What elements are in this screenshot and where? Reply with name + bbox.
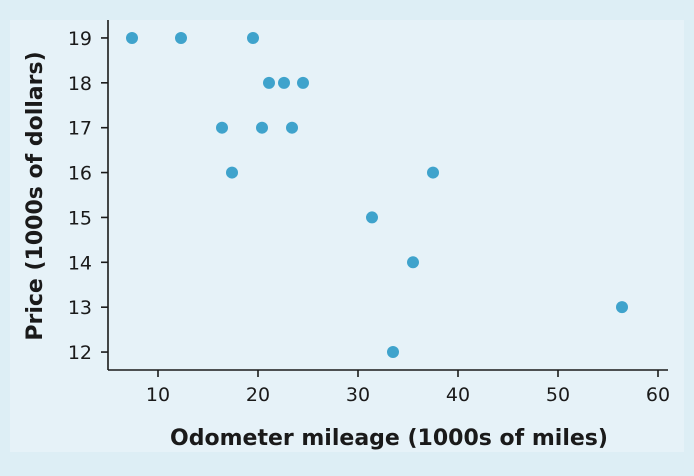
x-tick-label: 40 — [446, 384, 470, 406]
y-tick-label: 14 — [68, 252, 92, 274]
x-tick-label: 50 — [546, 384, 570, 406]
data-point — [226, 166, 238, 179]
y-ticks-group: 12 13 14 15 16 17 18 19 — [68, 28, 108, 364]
y-tick-label: 16 — [68, 163, 92, 185]
x-tick-label: 60 — [646, 384, 670, 406]
y-tick-label: 12 — [68, 342, 92, 364]
data-points-group — [126, 31, 628, 359]
y-tick-label: 18 — [68, 73, 92, 95]
data-point — [297, 76, 309, 89]
data-point — [263, 76, 275, 89]
data-point — [366, 211, 378, 224]
x-tick-label: 30 — [346, 384, 370, 406]
y-tick-label: 15 — [68, 207, 92, 229]
data-point — [216, 121, 228, 134]
y-axis-title: Price (1000s of dollars) — [23, 51, 48, 340]
chart-panel — [10, 20, 684, 452]
data-point — [387, 346, 399, 359]
data-point — [256, 121, 268, 134]
y-tick-label: 17 — [68, 118, 92, 140]
x-ticks-group: 10 20 30 40 50 60 — [146, 370, 670, 406]
data-point — [278, 76, 290, 89]
data-point — [286, 121, 298, 134]
axes-group — [107, 20, 668, 371]
x-tick-label: 10 — [146, 384, 170, 406]
data-point — [247, 31, 259, 44]
y-tick-label: 19 — [68, 28, 92, 50]
y-tick-label: 13 — [68, 297, 92, 319]
data-point — [427, 166, 439, 179]
data-point — [175, 31, 187, 44]
data-point — [126, 31, 138, 44]
x-tick-label: 20 — [246, 384, 270, 406]
data-point — [616, 301, 628, 314]
data-point — [407, 256, 419, 269]
x-axis-title: Odometer mileage (1000s of miles) — [170, 426, 608, 451]
